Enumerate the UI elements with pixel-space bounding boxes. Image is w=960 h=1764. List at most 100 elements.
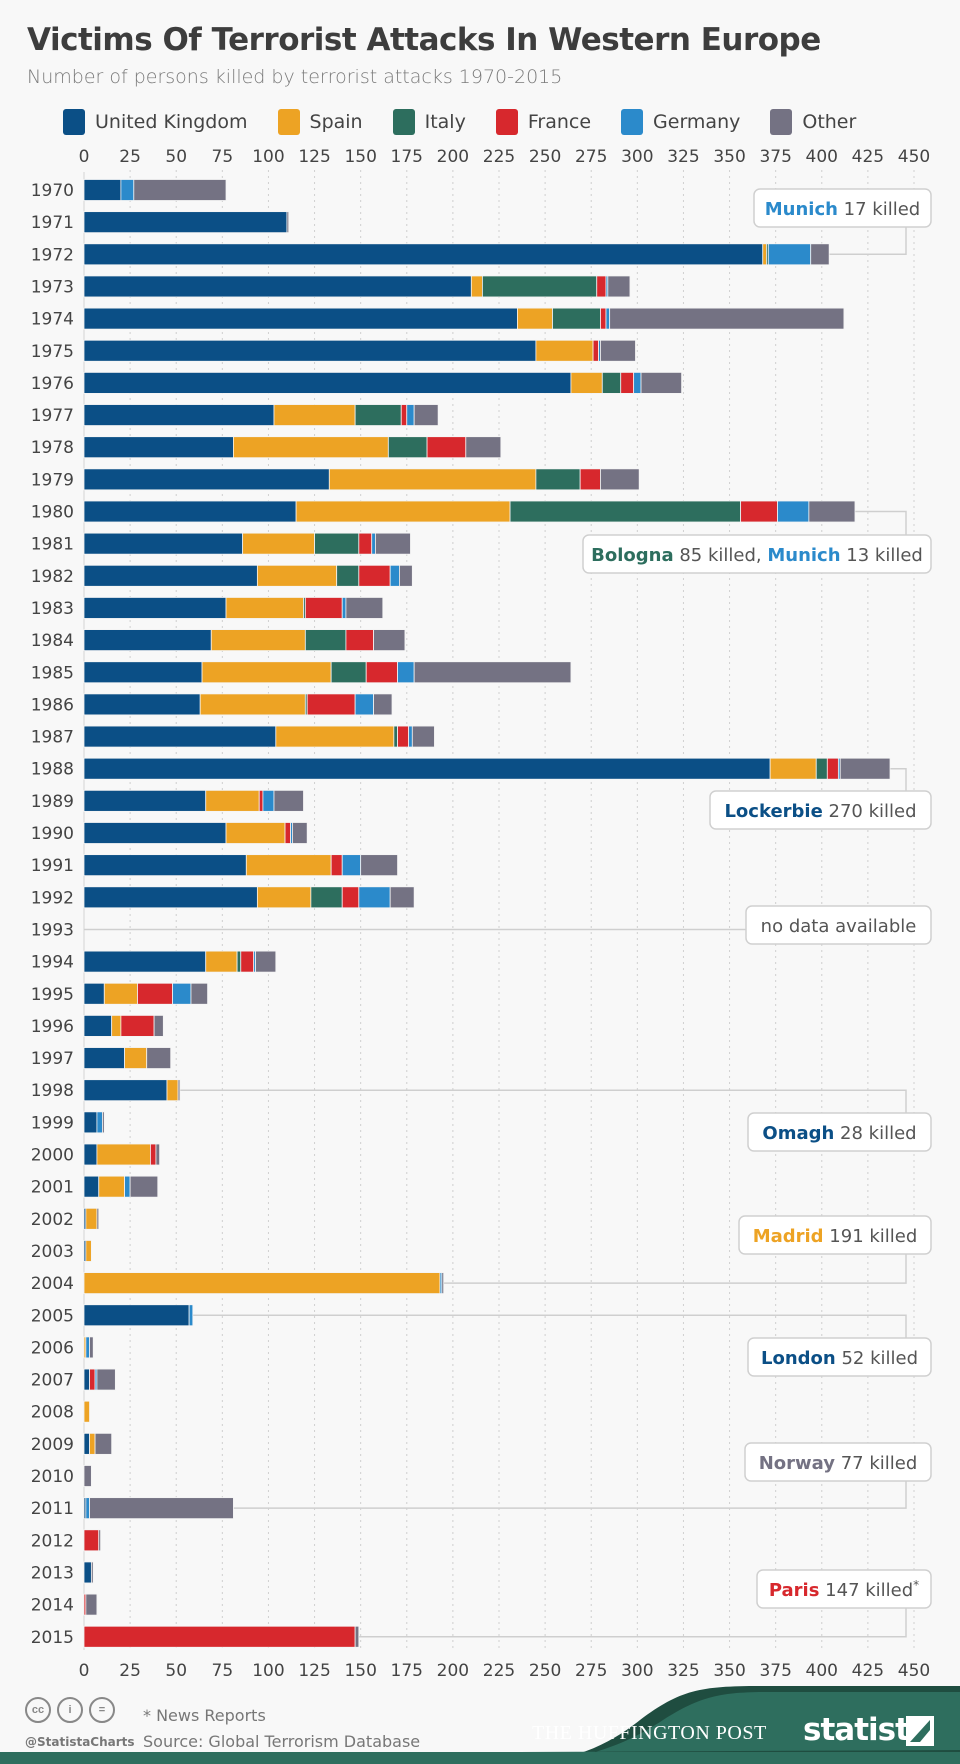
bar-segment-united-kingdom: [83, 339, 537, 362]
y-category-label: 1983: [31, 599, 74, 619]
bar-segment-italy: [336, 564, 360, 587]
x-tick-label-bottom: 350: [713, 1661, 745, 1681]
bar-segment-france: [365, 661, 398, 684]
x-tick-label-bottom: 25: [119, 1661, 141, 1681]
bar-segment-spain: [328, 468, 537, 491]
bar-segment-other: [96, 1207, 100, 1230]
bar-segment-italy: [236, 950, 242, 973]
bar-segment-other: [94, 1432, 113, 1455]
y-category-label: 1985: [31, 663, 74, 683]
callout-box: [738, 1215, 932, 1255]
callout-text: Lockerbie 270 killed: [724, 801, 916, 822]
bar-segment-other: [839, 757, 891, 780]
x-tick-label-bottom: 125: [298, 1661, 330, 1681]
callout-detail: 191 killed: [824, 1226, 918, 1247]
x-tick-label-top: 300: [621, 147, 653, 167]
callout-text: Omagh 28 killed: [762, 1123, 916, 1144]
bar-segment-other: [413, 661, 572, 684]
bar-segment-united-kingdom: [83, 1015, 113, 1037]
bar-segment-france: [89, 1368, 96, 1391]
bar-segment-spain: [232, 436, 389, 459]
bar-segment-germany: [371, 532, 376, 555]
y-category-label: 2005: [31, 1306, 74, 1326]
bar-segment-france: [592, 339, 599, 362]
x-tick-label-bottom: 400: [806, 1661, 838, 1681]
bar-segment-other: [354, 1625, 360, 1648]
y-category-label: 2014: [31, 1596, 74, 1616]
callout-text: Madrid 191 killed: [753, 1226, 918, 1247]
footnote: * News Reports: [143, 1706, 266, 1725]
callout-2015: Paris 147 killed*: [756, 1569, 932, 1609]
bar-segment-spain: [769, 757, 817, 780]
bar-segment-other: [600, 468, 640, 491]
bar-segment-other: [411, 725, 435, 748]
bar-segment-france: [345, 629, 374, 651]
y-category-label: 2002: [31, 1210, 74, 1230]
x-tick-label-top: 125: [298, 147, 330, 167]
callout-detail: 77 killed: [835, 1453, 917, 1474]
bar-segment-spain: [89, 1432, 96, 1455]
callout-text: Munich 17 killed: [765, 199, 920, 220]
legend-item: Italy: [392, 109, 466, 135]
y-category-label: 1973: [31, 277, 74, 297]
y-category-label: 1994: [31, 953, 74, 973]
bar-segment-germany: [124, 1175, 131, 1198]
bar-segment-united-kingdom: [83, 757, 771, 780]
bar-segment-other: [600, 339, 636, 362]
y-category-label: 1997: [31, 1049, 74, 1069]
bar-segment-spain: [98, 1175, 125, 1198]
bar-segment-germany: [767, 243, 812, 266]
callout-connector: [192, 1314, 907, 1338]
x-tick-label-bottom: 325: [667, 1661, 699, 1681]
callout-connector: [829, 227, 907, 256]
bar-segment-other: [155, 1143, 161, 1166]
x-tick-label-top: 425: [852, 147, 884, 167]
bar-segment-united-kingdom: [83, 211, 288, 234]
bar-segment-other: [83, 1465, 92, 1487]
bar-segment-united-kingdom: [83, 500, 297, 523]
bar-segment-spain: [225, 597, 304, 619]
bar-segment-other: [607, 275, 631, 298]
bar-segment-other: [255, 950, 277, 973]
callout-text: Bologna 85 killed, Munich 13 killed: [591, 545, 923, 566]
bar-segment-germany: [172, 982, 192, 1005]
bar-segment-spain: [273, 404, 356, 426]
bar-segment-italy: [509, 500, 742, 523]
bar-segment-other: [810, 243, 830, 266]
footer-band: [520, 1692, 960, 1764]
bar-segment-france: [83, 1529, 100, 1552]
bar-segment-united-kingdom: [83, 307, 518, 330]
x-tick-label-bottom: 225: [483, 1661, 515, 1681]
x-tick-label-bottom: 75: [212, 1661, 234, 1681]
x-tick-label-bottom: 250: [529, 1661, 561, 1681]
callout-box: [747, 1112, 932, 1152]
bar-segment-other: [190, 982, 208, 1005]
bar-segment-france: [579, 468, 601, 491]
bar-segment-italy: [330, 661, 367, 684]
bar-segment-france: [358, 532, 373, 555]
legend-swatch: [277, 109, 300, 135]
bar-segment-other: [133, 179, 227, 201]
y-category-label: 1984: [31, 631, 74, 651]
x-tick-label-top: 325: [667, 147, 699, 167]
bar-segment-united-kingdom: [83, 597, 227, 619]
bar-segment-spain: [85, 1240, 92, 1262]
bar-segment-germany: [354, 693, 374, 716]
y-category-label: 1992: [31, 888, 74, 908]
bar-segment-united-kingdom: [83, 693, 201, 716]
bar-segment-france: [120, 1015, 155, 1037]
callout-connector: [179, 1089, 907, 1113]
bar-segment-france: [620, 371, 635, 394]
bar-segment-united-kingdom: [83, 1079, 168, 1102]
twitter-handle: @StatistaCharts: [25, 1735, 135, 1749]
bar-segment-other: [373, 693, 393, 716]
bar-segment-spain: [256, 886, 312, 909]
attribution-icon: i: [57, 1697, 83, 1723]
bar-segment-italy: [601, 371, 622, 394]
bar-segment-france: [304, 597, 343, 619]
y-category-label: 1980: [31, 503, 74, 523]
callout-1980: Bologna 85 killed, Munich 13 killed: [582, 534, 932, 574]
bar-segment-united-kingdom: [83, 1561, 92, 1584]
y-category-label: 1991: [31, 856, 74, 876]
callout-text: Norway 77 killed: [759, 1453, 918, 1474]
